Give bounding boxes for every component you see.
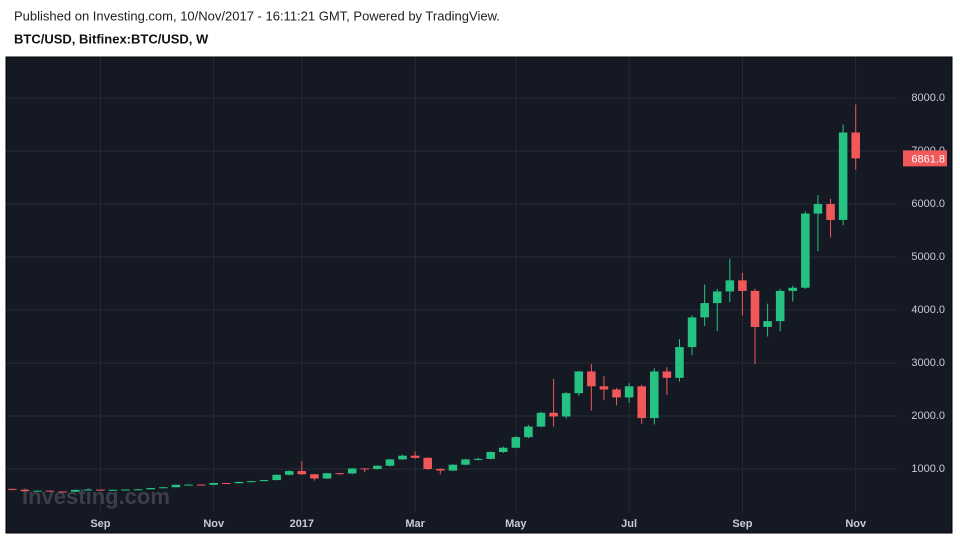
candles [8,104,860,493]
candle-body [473,458,483,460]
candle-body [322,473,332,479]
candle-body [423,457,432,469]
candle-body [750,290,760,327]
candle-body [637,386,646,419]
candle-body [259,480,269,482]
candle-body [738,280,747,291]
candle-body [612,389,621,398]
last-price-tag [903,150,947,167]
x-tick-label: Sep [732,518,752,530]
candle-body [335,473,344,475]
candle-body [347,468,357,474]
candle-body [83,489,93,491]
candle-body [234,481,244,484]
x-tick-label: Jul [621,518,637,530]
candle-body [146,488,156,490]
chart-title: BTC/USD, Bitfinex:BTC/USD, W [14,31,209,46]
candle-body [410,455,420,458]
candle-body [360,468,370,470]
candle-body [624,386,634,398]
candle-body [650,371,659,419]
candle-body [284,471,294,475]
candle-body [775,290,785,322]
candle-body [247,481,256,483]
candle-body [385,459,395,466]
candle-body [133,489,143,491]
candle-body [561,393,571,417]
y-tick-label: 6000.0 [911,198,945,210]
candle-body [20,489,30,492]
candle-body [549,412,558,417]
candle-body [599,386,609,390]
candle-body [687,317,697,348]
candle-body [121,489,130,491]
candle-body [108,489,118,491]
candle-body [813,204,823,214]
axis-labels: 1000.02000.03000.04000.05000.06000.07000… [90,92,947,530]
x-tick-label: Sep [90,518,110,530]
candle-body [763,321,772,327]
candle-body [310,474,319,479]
candle-body [209,482,218,485]
candle-body [511,437,521,448]
candle-body [58,491,67,493]
candle-body [398,455,407,460]
candle-body [838,132,848,220]
x-tick-label: May [505,518,527,530]
candle-body [486,451,495,459]
y-tick-label: 5000.0 [911,251,945,263]
candle-body [184,484,193,486]
y-tick-label: 3000.0 [911,357,945,369]
candle-body [498,447,508,452]
candle-body [96,489,105,491]
published-note: Published on Investing.com, 10/Nov/2017 … [14,8,500,23]
candle-body [297,471,307,475]
candle-body [675,347,684,378]
candle-body [159,487,168,489]
last-price-label: 6861.8 [911,153,945,165]
x-tick-label: Nov [845,518,867,530]
candle-body [448,464,458,471]
candle-body [712,291,722,304]
candle-body [801,213,810,288]
candle-body [574,371,584,394]
candle-body [587,371,596,387]
candle-body [70,489,80,492]
candle-body [33,490,42,492]
y-tick-label: 4000.0 [911,304,945,316]
watermark: Investing.com [22,484,170,509]
candle-body [851,132,860,159]
plot-background [5,56,953,534]
candle-body [725,280,735,292]
candle-body [171,484,181,488]
candle-body [272,474,281,481]
y-tick-label: 1000.0 [911,463,945,475]
candle-body [662,371,672,378]
x-tick-label: Nov [203,518,225,530]
candle-body [436,468,445,471]
x-tick-label: Mar [405,518,425,530]
candle-body [700,303,709,318]
candle-body [826,204,835,220]
candle-body [196,484,206,486]
candle-body [524,426,533,438]
candle-body [788,287,798,291]
candle-body [8,488,17,490]
candle-body [45,490,55,492]
grid [6,57,897,512]
candle-body [536,412,546,427]
candle-body [373,465,382,469]
x-tick-label: 2017 [290,518,314,530]
y-tick-label: 8000.0 [911,92,945,104]
candle-body [222,482,231,484]
y-tick-label: 2000.0 [911,410,945,422]
candle-body [461,459,470,465]
